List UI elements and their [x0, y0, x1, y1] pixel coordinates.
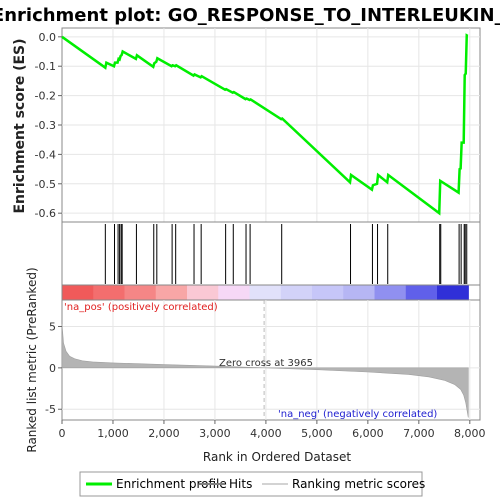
ranking-y-tick-label: 5 [49, 320, 56, 333]
enrichment-y-tick-label: -0.6 [35, 207, 56, 220]
enrichment-y-tick-label: -0.4 [35, 148, 56, 161]
legend-label: Hits [229, 477, 252, 491]
ranking-x-ticks: 0 1,000 2,000 3,000 4,000 5,000 6,000 7,000 8,00… [59, 420, 486, 440]
colorbar-segment [405, 285, 438, 300]
enrichment-y-tick-label: -0.3 [35, 119, 56, 132]
colorbar-segment [343, 285, 376, 300]
colorbar-segment [93, 285, 126, 300]
enrichment-y-axis-label: Enrichment score (ES) [12, 38, 28, 213]
negative-correlation-label: 'na_neg' (negatively correlated) [278, 409, 437, 420]
hits-panel-frame [61, 221, 481, 286]
colorbar-segment [249, 285, 282, 300]
enrichment-profile-line [61, 33, 469, 216]
x-axis-label: Rank in Ordered Dataset [203, 450, 351, 464]
colorbar-segment [437, 285, 469, 300]
enrichment-gridlines [62, 28, 480, 222]
legend-box [79, 471, 423, 497]
chart-title: Enrichment plot: GO_RESPONSE_TO_INTERLEU… [0, 5, 500, 26]
colorbar-segment [62, 285, 94, 300]
ranking-y-tick-label: 0 [49, 362, 56, 375]
colorbar-segment [374, 285, 407, 300]
enrichment-y-ticks: 0.0 -0.1 -0.2 -0.3 -0.4 -0.5 -0.6 [35, 31, 62, 220]
ranking-panel-frame [61, 299, 481, 421]
hits-marks [104, 224, 468, 284]
ranking-colorbar [62, 285, 469, 300]
ranking-y-axis-label: Ranked list metric (PreRanked) [25, 267, 39, 452]
colorbar-segment [155, 285, 188, 300]
x-tick-label: 7,000 [403, 427, 435, 440]
legend-label: Enrichment profile [116, 477, 227, 491]
x-tick-label: 4,000 [250, 427, 282, 440]
x-tick-label: 5,000 [301, 427, 333, 440]
legend-label: Ranking metric scores [292, 477, 425, 491]
legend: Enrichment profile Hits Ranking metric sco… [86, 477, 425, 491]
colorbar-segment [187, 285, 219, 300]
colorbar-segment [218, 285, 251, 300]
x-tick-label: 0 [59, 427, 66, 440]
colorbar-segment [280, 285, 313, 300]
positive-correlation-label: 'na_pos' (positively correlated) [64, 302, 218, 313]
enrichment-y-tick-label: -0.1 [35, 60, 56, 73]
colorbar-segment [124, 285, 157, 300]
x-tick-label: 1,000 [97, 427, 129, 440]
ranking-metric-area [61, 323, 469, 418]
x-tick-label: 6,000 [352, 427, 384, 440]
x-tick-label: 8,000 [454, 427, 486, 440]
colorbar-segment [312, 285, 344, 300]
enrichment-y-tick-label: -0.5 [35, 178, 56, 191]
zero-cross-label: Zero cross at 3965 [219, 358, 313, 369]
ranking-y-ticks: 5 0 -5 [45, 320, 62, 416]
x-tick-label: 2,000 [148, 427, 180, 440]
enrichment-y-tick-label: 0.0 [39, 31, 57, 44]
enrichment-y-tick-label: -0.2 [35, 90, 56, 103]
ranking-y-tick-label: -5 [45, 403, 56, 416]
x-tick-label: 3,000 [199, 427, 231, 440]
